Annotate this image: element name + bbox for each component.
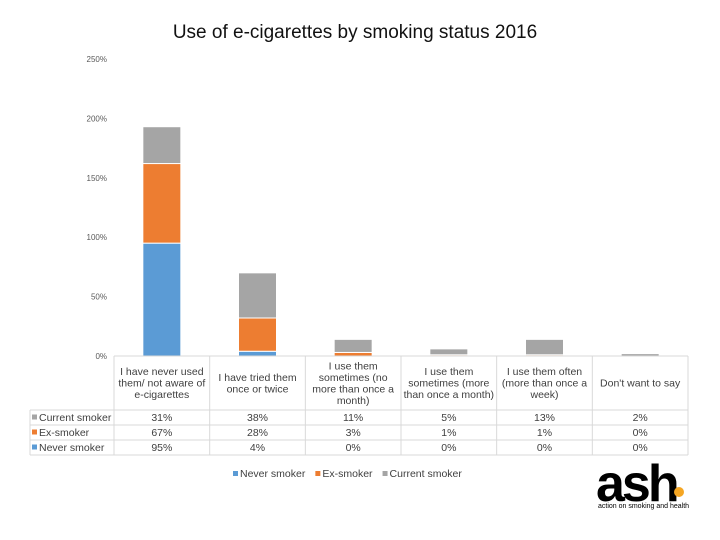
legend-key <box>382 471 388 476</box>
legend-key <box>315 471 321 476</box>
table-legend-key <box>32 444 37 450</box>
legend: Never smoker Ex-smoker Current smoker <box>233 468 462 480</box>
bar-current-smoker <box>429 348 469 356</box>
y-tick-label: 0% <box>95 352 107 361</box>
table-legend-key <box>32 429 37 435</box>
table-cell: 38% <box>247 412 268 424</box>
table-cell: 0% <box>633 427 648 439</box>
bar-current-smoker <box>142 126 182 165</box>
table-cell: 0% <box>441 442 456 454</box>
table-cell: 0% <box>346 442 361 454</box>
bar-never-smoker <box>238 350 277 357</box>
logo-word: ash <box>596 455 680 513</box>
table-cell: 28% <box>247 427 268 439</box>
table-cell: 0% <box>633 442 648 454</box>
table-row-label: Never smoker <box>39 442 105 454</box>
bar-ex-smoker <box>142 163 182 244</box>
y-tick-label: 200% <box>87 114 107 123</box>
category-label: I have never used them/ not aware of e-cig… <box>118 366 205 401</box>
y-tick-label: 150% <box>87 174 107 183</box>
table-cell: 11% <box>343 412 363 424</box>
table-cell: 1% <box>537 427 552 439</box>
bar-current-smoker <box>525 338 564 356</box>
table-legend-key <box>32 414 37 420</box>
chart-title: Use of e-cigarettes by smoking status 20… <box>172 22 538 43</box>
legend-label: Current smoker <box>390 468 463 480</box>
table-cell: 13% <box>534 412 555 424</box>
legend-label: Ex-smoker <box>322 468 373 480</box>
bar-ex-smoker <box>333 351 373 357</box>
category-label: Don't want to say <box>600 378 681 390</box>
table-cell: 4% <box>250 442 265 454</box>
bar-current-smoker <box>333 338 373 353</box>
bar-current-smoker <box>238 272 277 319</box>
table-cell: 3% <box>346 427 361 439</box>
table-cell: 2% <box>633 412 648 424</box>
y-tick-label: 250% <box>87 55 107 64</box>
table-cell: 1% <box>441 427 456 439</box>
bars <box>142 126 660 357</box>
y-axis: 0% 50% 100% 150% 200% 250% <box>87 55 107 361</box>
table-cell: 31% <box>151 412 172 424</box>
table-row-label: Current smoker <box>39 412 112 424</box>
legend-label: Never smoker <box>240 468 306 480</box>
category-label: I use them often (more than once a week) <box>502 366 587 401</box>
legend-key <box>233 471 238 476</box>
table-cell: 95% <box>151 442 172 454</box>
ash-logo: ash action on smoking and health <box>596 455 696 520</box>
y-tick-label: 50% <box>91 293 107 302</box>
category-label: I use them sometimes (more than once a mon… <box>404 366 494 401</box>
category-label: I have tried them once or twice <box>218 372 296 396</box>
table-cell: 67% <box>151 427 172 439</box>
table-row-label: Ex-smoker <box>39 427 90 439</box>
logo-tagline: action on smoking and health <box>598 503 690 510</box>
y-tick-label: 100% <box>87 233 107 242</box>
data-table: I have never used them/ not aware of e-cig… <box>29 355 689 456</box>
table-cell: 5% <box>441 412 456 424</box>
logo-dot <box>674 487 684 497</box>
table-cell: 0% <box>537 442 552 454</box>
bar-never-smoker <box>142 242 182 357</box>
bar-ex-smoker <box>238 317 277 352</box>
